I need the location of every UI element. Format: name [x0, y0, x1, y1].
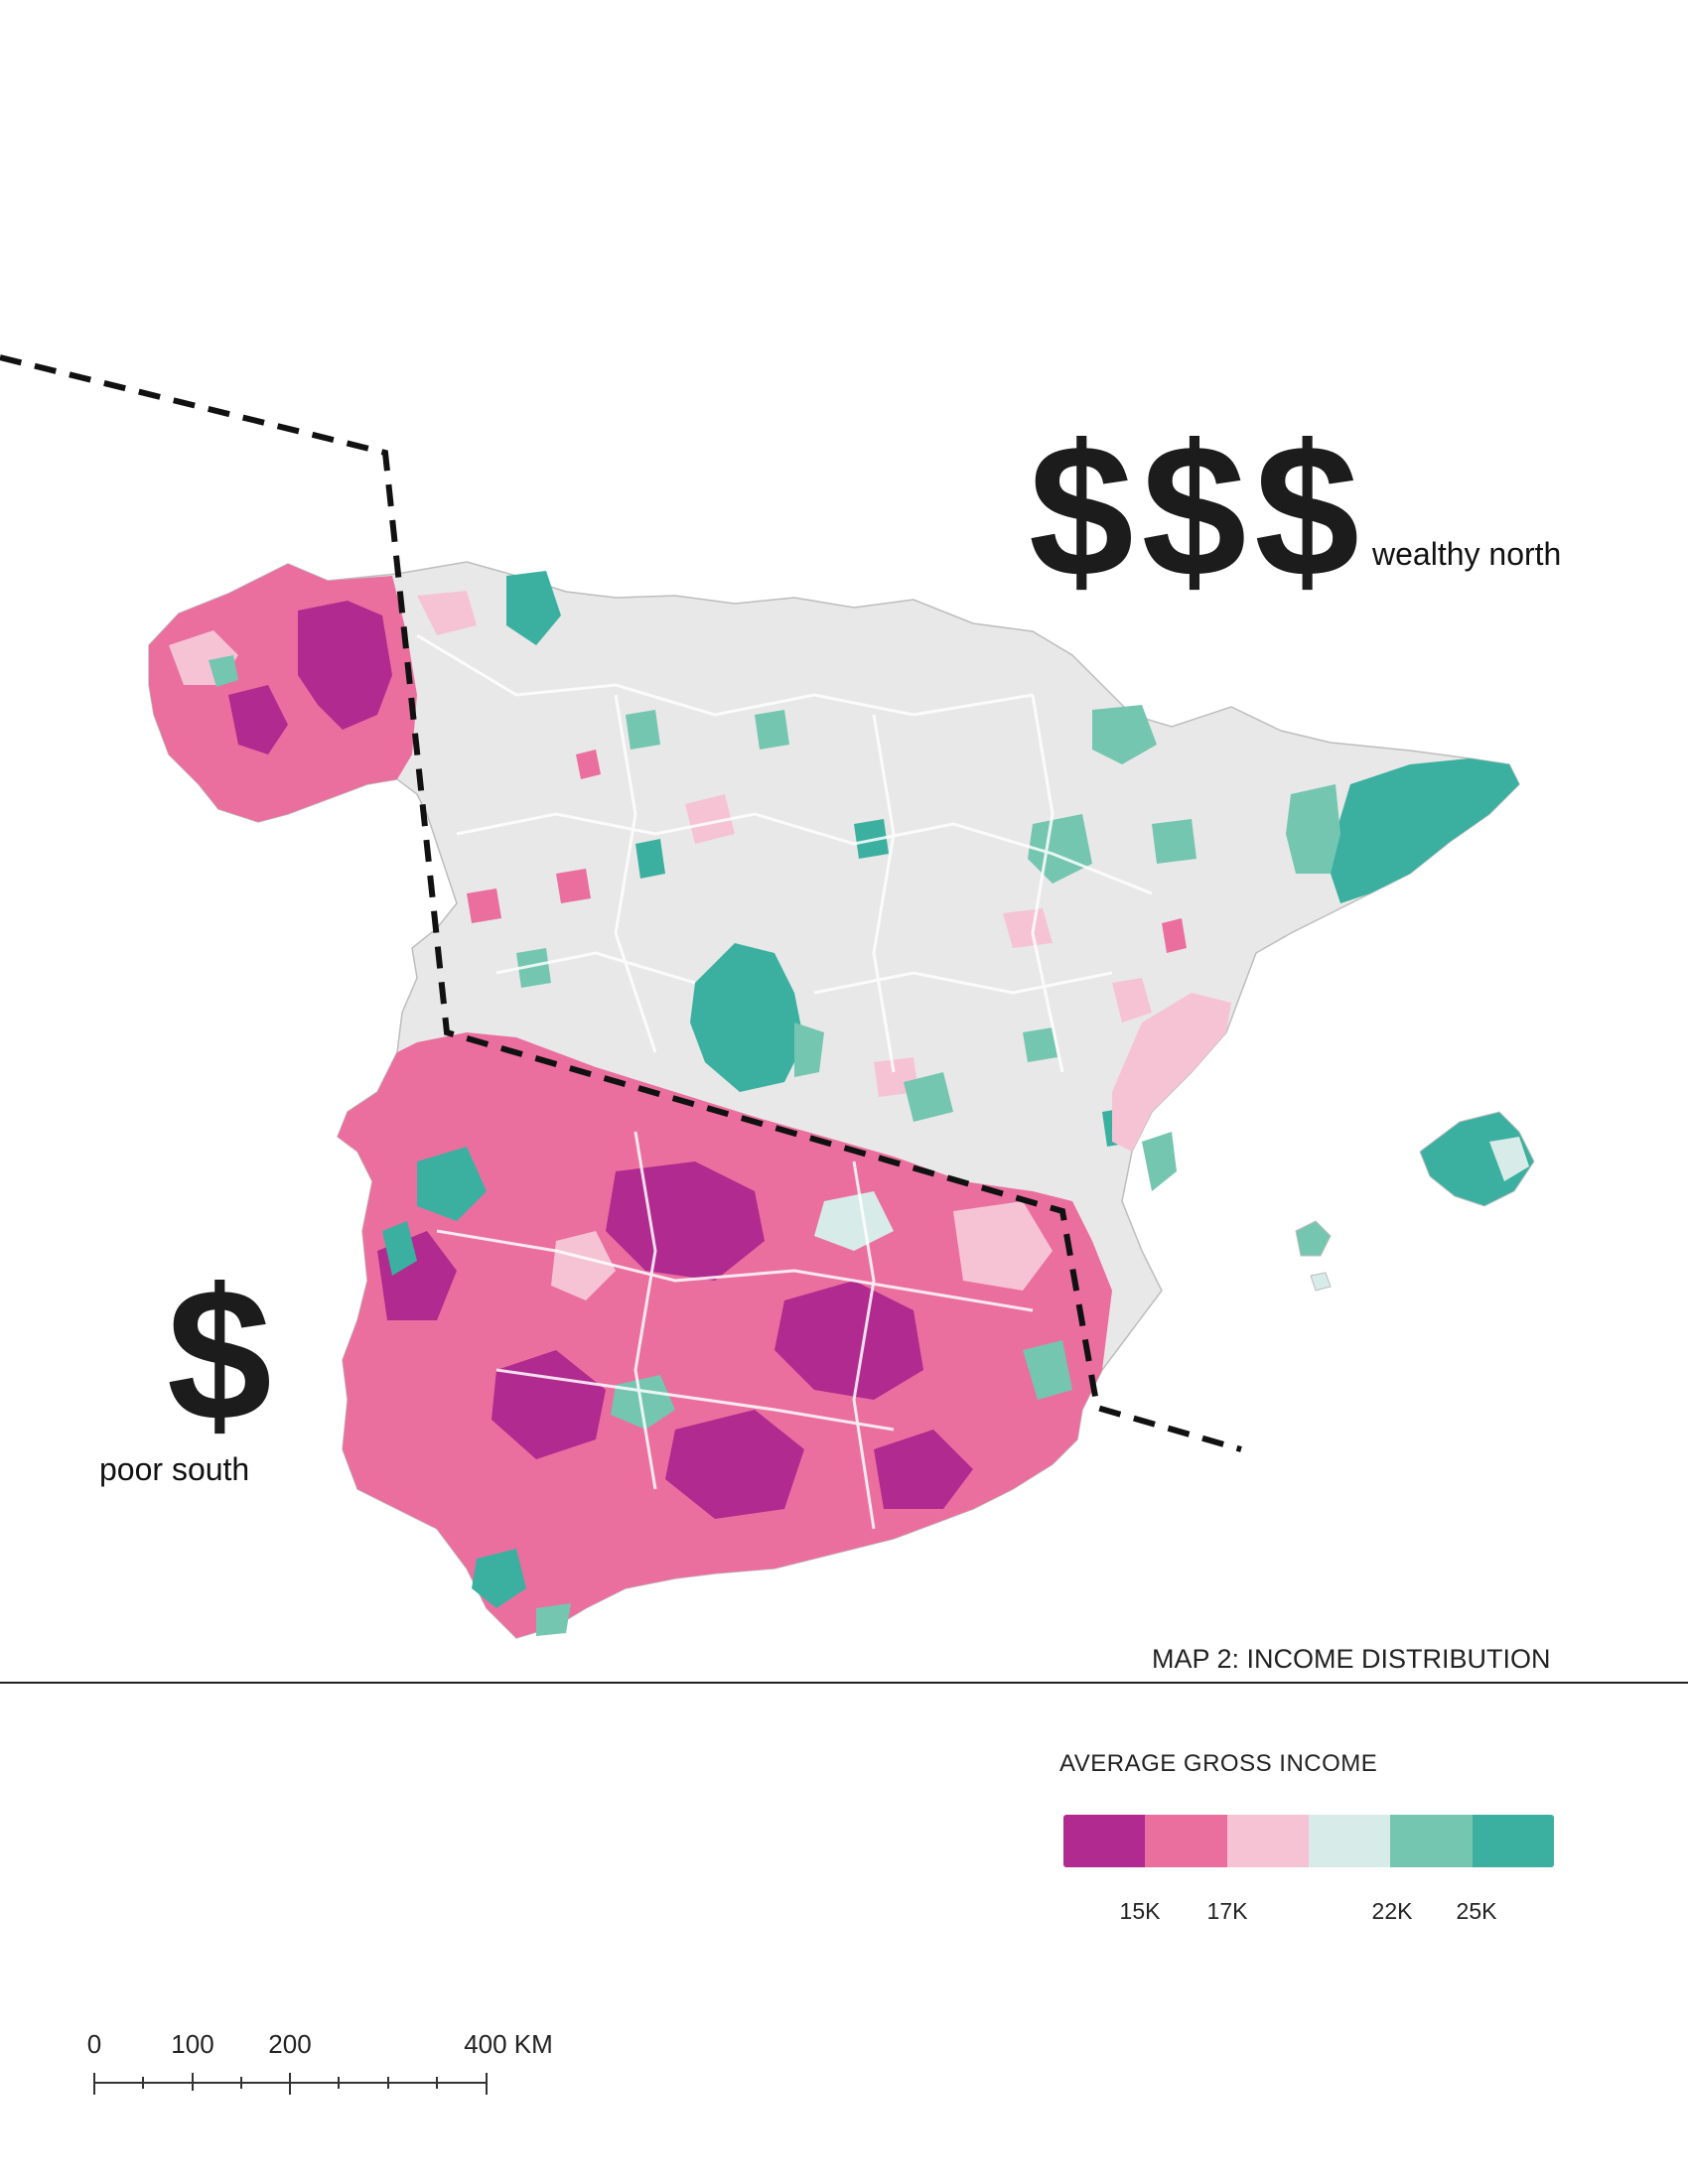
north-south-divider-line [0, 354, 1242, 1452]
patch-north-8 [635, 839, 665, 879]
map-title: MAP 2: INCOME DISTRIBUTION [1152, 1644, 1551, 1674]
region-south-teal-2 [382, 1221, 417, 1276]
region-galicia-dark [298, 601, 392, 730]
region-south-dark-4 [665, 1410, 804, 1519]
legend-tick-17k: 17K [1206, 1898, 1248, 1924]
island-ibiza [1295, 1220, 1332, 1257]
region-south-teal-6 [536, 1603, 571, 1636]
region-south-teal-4 [1023, 1340, 1072, 1400]
region-valencia-teal [1142, 1132, 1177, 1191]
region-madrid [690, 943, 804, 1092]
patch-north-16 [1112, 978, 1152, 1023]
region-south-dark-2 [774, 1281, 923, 1400]
patch-north-9 [1003, 908, 1053, 948]
region-south-light-3 [814, 1191, 894, 1251]
region-catalonia [1331, 758, 1519, 903]
patch-north-6 [755, 710, 789, 750]
patch-north-7 [556, 869, 591, 903]
region-south-light-2 [551, 1231, 616, 1300]
section-divider [0, 1682, 1688, 1684]
legend-swatch-5 [1390, 1815, 1473, 1867]
region-south-teal-5 [472, 1549, 526, 1608]
legend-tick-15k: 15K [1119, 1898, 1161, 1924]
patch-north-3 [576, 750, 601, 779]
legend-swatch-3 [1226, 1815, 1309, 1867]
patch-north-10 [1152, 819, 1196, 864]
island-formentera [1310, 1272, 1332, 1292]
legend-color-ramp [1063, 1815, 1554, 1867]
wealthy-north-symbol: $$$ [1029, 406, 1368, 616]
patch-north-2 [626, 710, 660, 750]
scale-label-0: 0 [86, 2029, 102, 2059]
patch-north-5 [685, 794, 735, 844]
patch-north-17 [467, 888, 501, 923]
region-galicia-teal [209, 655, 238, 687]
region-galicia-dark-2 [228, 685, 288, 754]
legend-swatch-1 [1063, 1815, 1146, 1867]
patch-north-12 [1023, 1027, 1057, 1062]
scale-label-200: 200 [268, 2029, 312, 2059]
scale-bar [93, 2073, 488, 2095]
region-south-dark-5 [874, 1430, 973, 1509]
legend-tick-22k: 22K [1371, 1898, 1413, 1924]
legend-swatch-4 [1308, 1815, 1391, 1867]
region-south-dark-3 [492, 1350, 606, 1459]
legend-tick-25k: 25K [1456, 1898, 1497, 1924]
patch-north-15 [904, 1072, 953, 1122]
region-madrid-light [794, 1023, 824, 1077]
legend-title: AVERAGE GROSS INCOME [1059, 1750, 1378, 1777]
scale-label-100: 100 [171, 2029, 214, 2059]
wealthy-north-label: wealthy north [1372, 536, 1562, 572]
patch-north-11 [1162, 918, 1187, 953]
region-basque [1092, 705, 1157, 764]
region-south-teal-1 [417, 1147, 487, 1221]
legend-swatch-6 [1472, 1815, 1554, 1867]
region-borders [416, 633, 1153, 1530]
poor-south-label: poor south [99, 1451, 250, 1487]
region-south-light-1 [953, 1201, 1053, 1291]
island-mallorca [1419, 1111, 1535, 1207]
legend-swatch-2 [1145, 1815, 1227, 1867]
patch-north-18 [516, 948, 551, 988]
patch-north-1 [417, 591, 477, 635]
poor-south-symbol: $ [167, 1250, 272, 1460]
region-catalonia-light [1286, 784, 1340, 874]
region-valencia [1112, 993, 1231, 1152]
region-asturias [506, 571, 561, 645]
island-mallorca-light [1489, 1137, 1529, 1181]
scale-label-400km: 400 KM [464, 2029, 553, 2059]
